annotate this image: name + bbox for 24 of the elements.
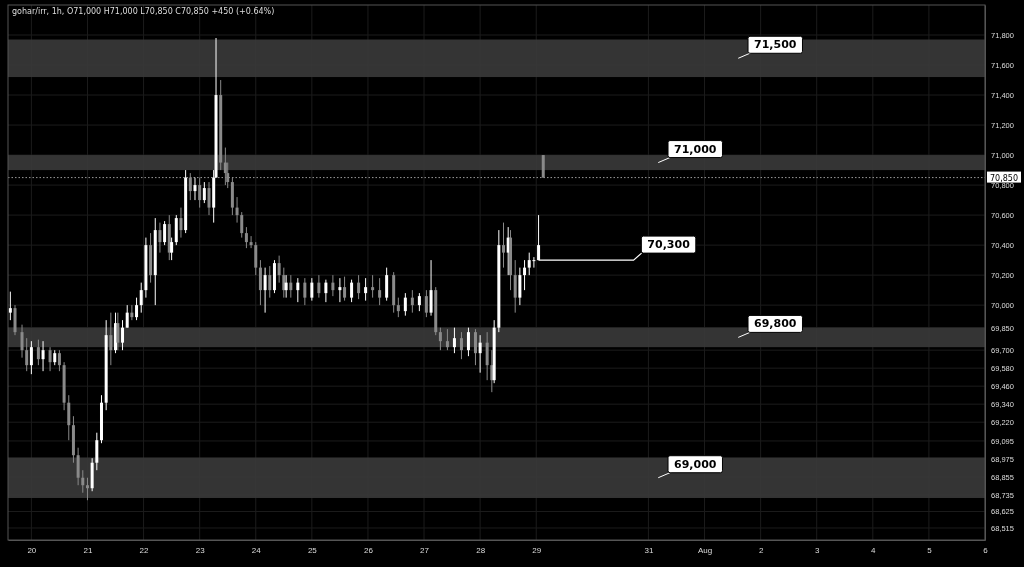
band-label: 69,000 [674,457,717,471]
x-tick-label: 6 [983,545,989,555]
x-tick-label: 4 [871,545,877,555]
band-label: 71,500 [754,38,797,52]
x-tick-label: 20 [27,545,37,555]
x-tick-label: 2 [758,545,764,555]
x-tick-label: 27 [420,545,430,555]
annotation: 70,300 [647,238,691,252]
band-label: 71,000 [674,142,717,156]
ref-line-label: 70,850 [990,173,1018,183]
x-tick-label: 24 [251,545,262,555]
x-tick-label: 28 [476,545,486,555]
x-tick-label: 3 [814,545,820,555]
x-tick-label: 23 [195,545,206,555]
x-tick-label: 25 [307,545,318,555]
x-tick-label: 5 [927,545,933,555]
x-tick-label: Aug [697,545,713,555]
chart-title: gohar/irr, 1h, O71,000 H71,000 L70,850 C70,850 +450 (+0.64%) [12,7,275,16]
x-tick-label: 21 [83,545,93,555]
x-tick-label: 31 [644,545,654,555]
band-label: 69,800 [754,317,797,331]
x-tick-label: 29 [532,545,542,555]
x-tick-label: 26 [363,545,374,555]
x-tick-label: 22 [139,545,150,555]
